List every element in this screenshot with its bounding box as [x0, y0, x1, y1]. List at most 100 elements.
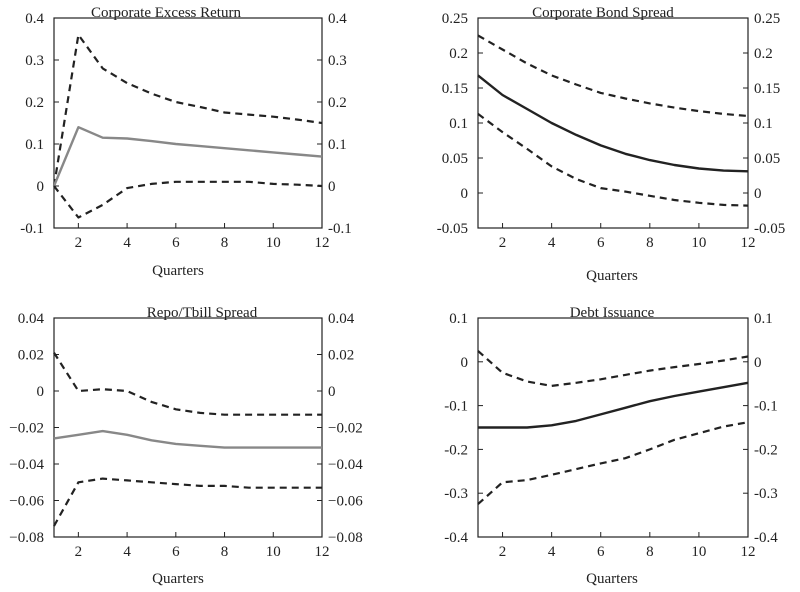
y-tick-label-left: 0 — [37, 384, 45, 400]
x-tick-label: 8 — [221, 544, 229, 560]
x-tick-label: 2 — [499, 544, 507, 560]
y-tick-label-right: 0.1 — [754, 116, 773, 132]
y-tick-label-left: −0.06 — [9, 494, 44, 510]
x-tick-label: 8 — [646, 235, 654, 251]
panel-repo-tbill-spread: Repo/Tbill Spread Quarters −0.08 −0.08 −0.… — [9, 305, 363, 587]
x-tick-label: 2 — [75, 235, 83, 251]
series-line-estimate — [478, 381, 749, 429]
y-tick-label-left: −0.02 — [9, 421, 44, 437]
y-tick-label-right: 0.4 — [328, 11, 347, 27]
x-tick-label: 8 — [221, 235, 229, 251]
y-tick-label-right: 0 — [754, 186, 762, 202]
series-line-upper — [52, 33, 323, 187]
x-tick-label: 12 — [741, 235, 756, 251]
x-tick-label: 12 — [315, 544, 330, 560]
chart-title: Repo/Tbill Spread — [147, 305, 258, 321]
x-axis-label: Quarters — [586, 268, 638, 284]
y-tick-label-right: 0.25 — [754, 11, 780, 27]
y-tick-label-left: 0.04 — [18, 311, 45, 327]
y-tick-label-right: -0.1 — [328, 221, 352, 237]
series-line-estimate — [53, 429, 322, 449]
y-tick-label-left: -0.1 — [20, 221, 44, 237]
x-tick-label: 2 — [499, 235, 507, 251]
y-tick-label-left: 0.15 — [442, 81, 468, 97]
x-tick-label: 6 — [172, 544, 180, 560]
y-tick-label-left: -0.2 — [444, 442, 468, 458]
y-tick-label-right: −0.04 — [328, 457, 363, 473]
x-tick-label: 12 — [741, 544, 756, 560]
x-tick-label: 4 — [123, 544, 131, 560]
x-tick-label: 6 — [597, 544, 605, 560]
y-tick-label-right: 0.04 — [328, 311, 355, 327]
y-tick-label-right: -0.05 — [754, 221, 785, 237]
y-tick-label-right: -0.4 — [754, 530, 778, 546]
x-tick-label: 6 — [597, 235, 605, 251]
y-tick-label-right: −0.06 — [328, 494, 363, 510]
x-tick-label: 10 — [691, 544, 706, 560]
y-tick-label-left: -0.4 — [444, 530, 468, 546]
x-tick-label: 10 — [266, 544, 281, 560]
y-tick-label-left: 0.2 — [25, 95, 44, 111]
panel-corporate-bond-spread: Corporate Bond Spread Quarters -0.05 -0.0… — [437, 5, 786, 284]
series-line-upper — [53, 352, 322, 416]
y-tick-label-left: 0.1 — [449, 311, 468, 327]
chart-title: Debt Issuance — [570, 305, 655, 321]
y-tick-label-left: -0.1 — [444, 399, 468, 415]
y-tick-label-right: 0.2 — [328, 95, 347, 111]
y-tick-label-left: 0 — [461, 186, 469, 202]
plot-frame — [53, 317, 323, 538]
y-tick-label-left: 0.1 — [449, 116, 468, 132]
x-tick-label: 12 — [315, 235, 330, 251]
x-tick-label: 6 — [172, 235, 180, 251]
y-tick-label-left: 0.1 — [25, 137, 44, 153]
series-line-upper — [477, 350, 749, 387]
chart-title: Corporate Bond Spread — [532, 5, 674, 21]
series-line-lower — [53, 180, 323, 219]
y-tick-label-right: 0.3 — [328, 53, 347, 69]
y-tick-label-right: 0.15 — [754, 81, 780, 97]
y-tick-label-right: 0 — [754, 355, 762, 371]
x-tick-label: 4 — [548, 544, 556, 560]
y-tick-label-right: 0.1 — [754, 311, 773, 327]
plot-frame — [53, 17, 323, 229]
x-axis-label: Quarters — [152, 263, 204, 279]
series-line-upper — [477, 34, 749, 118]
y-tick-label-right: 0.2 — [754, 46, 773, 62]
y-tick-label-right: -0.3 — [754, 486, 778, 502]
panel-debt-issuance: Debt Issuance Quarters -0.4 -0.4 -0.3 -0.3 -… — [444, 305, 778, 587]
y-tick-label-left: 0.4 — [25, 11, 44, 27]
x-tick-label: 4 — [548, 235, 556, 251]
plot-frame — [477, 17, 749, 229]
y-tick-label-right: -0.1 — [754, 399, 778, 415]
panel-corporate-excess-return: Corporate Excess Return Quarters -0.1 -0.… — [20, 5, 352, 279]
series-line-lower — [477, 421, 749, 505]
y-tick-label-left: −0.04 — [9, 457, 44, 473]
y-tick-label-left: -0.05 — [437, 221, 468, 237]
x-axis-label: Quarters — [152, 571, 204, 587]
y-tick-label-left: 0.02 — [18, 348, 44, 364]
y-tick-label-right: 0.02 — [328, 348, 354, 364]
series-line-estimate — [477, 74, 749, 173]
x-tick-label: 2 — [75, 544, 83, 560]
y-tick-label-left: 0.2 — [449, 46, 468, 62]
x-axis-label: Quarters — [586, 571, 638, 587]
y-tick-label-right: −0.08 — [328, 530, 363, 546]
x-tick-label: 8 — [646, 544, 654, 560]
y-tick-label-left: −0.08 — [9, 530, 44, 546]
y-tick-label-left: -0.3 — [444, 486, 468, 502]
y-tick-label-right: 0 — [328, 179, 336, 195]
y-tick-label-right: 0.05 — [754, 151, 780, 167]
x-tick-label: 4 — [123, 235, 131, 251]
chart-title: Corporate Excess Return — [91, 5, 241, 21]
y-tick-label-right: 0.1 — [328, 137, 347, 153]
y-tick-label-right: 0 — [328, 384, 336, 400]
y-tick-label-right: −0.02 — [328, 421, 363, 437]
y-tick-label-left: 0.05 — [442, 151, 468, 167]
y-tick-label-left: 0 — [461, 355, 469, 371]
series-line-lower — [53, 477, 322, 527]
x-tick-label: 10 — [691, 235, 706, 251]
y-tick-label-left: 0 — [37, 179, 45, 195]
series-line-lower — [477, 113, 749, 207]
x-tick-label: 10 — [266, 235, 281, 251]
